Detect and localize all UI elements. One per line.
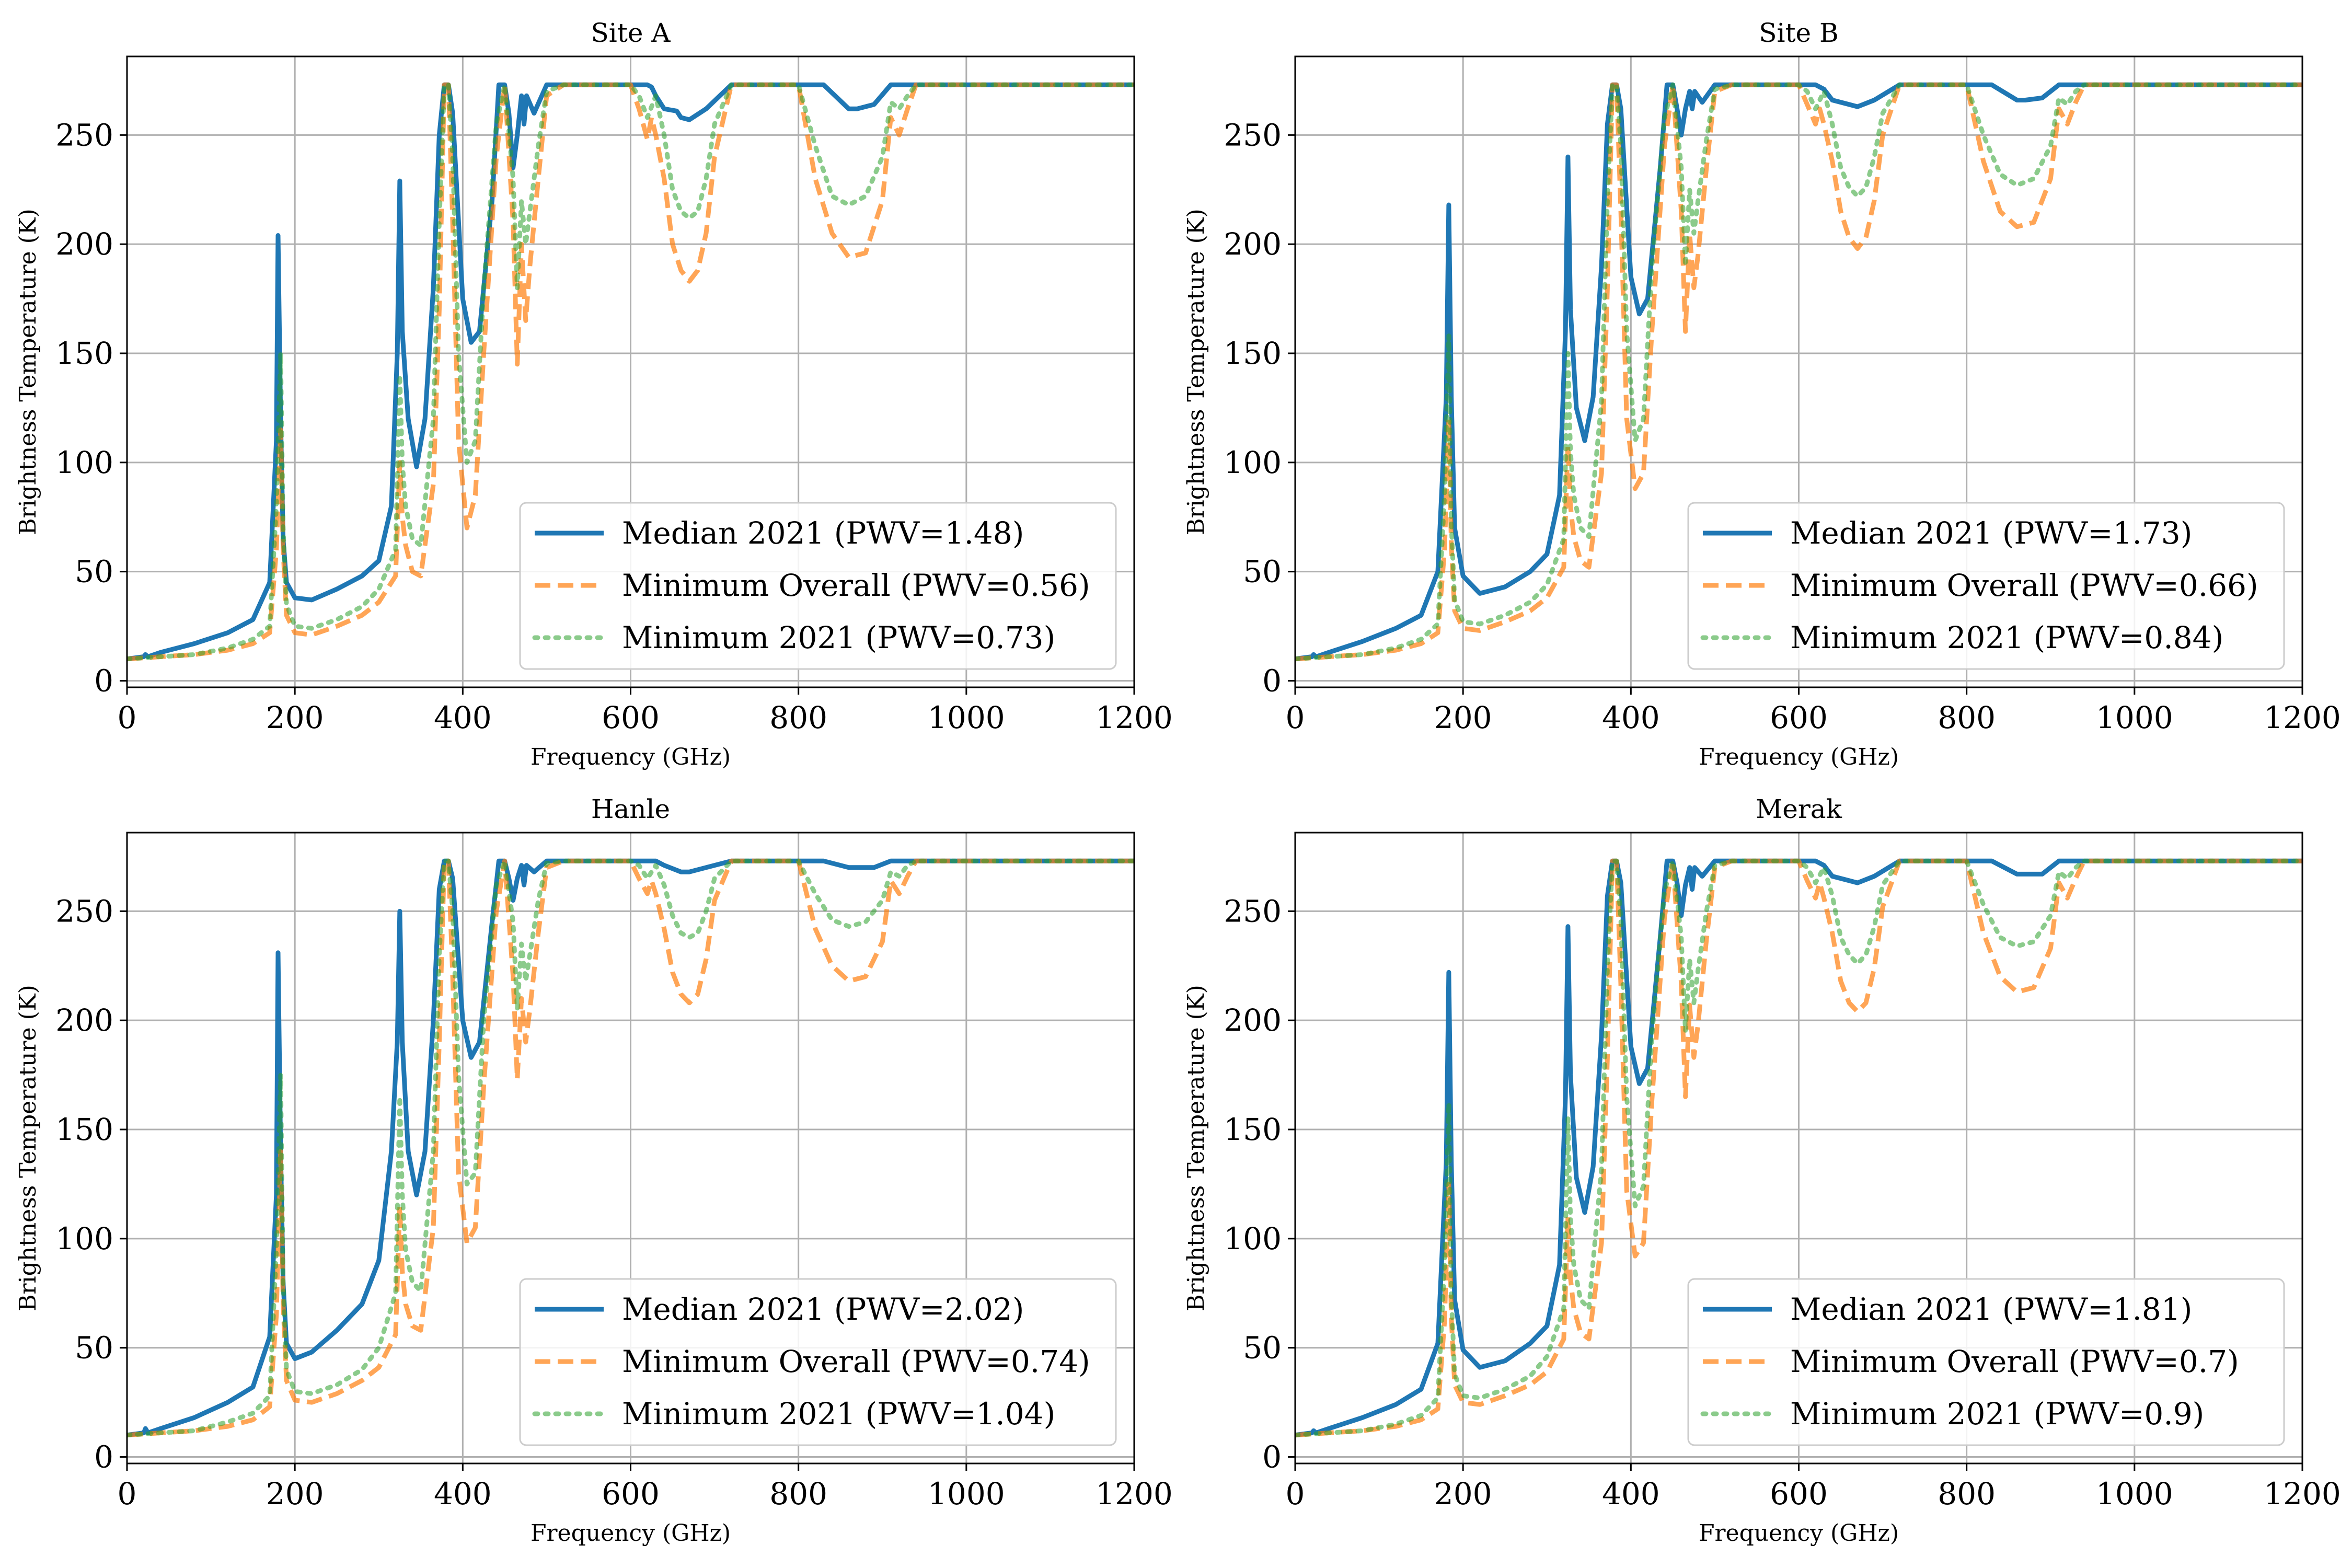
legend: Median 2021 (PWV=2.02) Minimum Overall (P…: [519, 1278, 1117, 1446]
x-tick-label: 600: [602, 1476, 660, 1512]
series-line-dashed: [127, 858, 1134, 1438]
y-axis-label: Brightness Temperature (K): [15, 985, 41, 1311]
legend-entry: Minimum 2021 (PWV=1.04): [622, 1396, 1055, 1432]
y-tick-label: 50: [1243, 554, 1282, 590]
x-tick-label: 0: [1286, 1476, 1305, 1512]
legend-box: [519, 502, 1117, 670]
legend-entry: Median 2021 (PWV=2.02): [622, 1292, 1024, 1327]
y-tick-label: 200: [1224, 1002, 1282, 1038]
x-tick-label: 600: [1770, 700, 1828, 735]
y-tick-label: 200: [55, 226, 113, 262]
y-tick-label: 50: [75, 1330, 113, 1366]
series-line-dotted: [127, 82, 1134, 662]
panel-title: Site A: [591, 18, 671, 48]
y-tick-label: 100: [55, 445, 113, 480]
y-tick-label: 200: [1224, 226, 1282, 262]
chart-panel-3: 0 200 400 600 800 1000 1200 0 50 100 150 200 250 Hanl…: [15, 794, 1173, 1547]
x-tick-label: 0: [1286, 700, 1305, 735]
legend: Median 2021 (PWV=1.81) Minimum Overall (P…: [1687, 1278, 2285, 1446]
x-axis-label: Frequency (GHz): [531, 744, 731, 770]
legend-box: [519, 1278, 1117, 1446]
x-tick-label: 1000: [928, 1476, 1005, 1512]
y-tick-label: 0: [1262, 1439, 1282, 1474]
series-line-dotted: [1295, 858, 2302, 1438]
x-tick-label: 400: [1602, 1476, 1660, 1512]
legend-entry: Median 2021 (PWV=1.73): [1790, 515, 2192, 551]
legend-box: [1687, 502, 2285, 670]
x-tick-label: 800: [1938, 1476, 1996, 1512]
y-tick-label: 0: [1262, 663, 1282, 698]
legend-entry: Minimum 2021 (PWV=0.9): [1790, 1396, 2204, 1432]
legend-entry: Minimum Overall (PWV=0.7): [1790, 1344, 2239, 1379]
legend-entry: Minimum 2021 (PWV=0.84): [1790, 620, 2223, 655]
legend: Median 2021 (PWV=1.73) Minimum Overall (P…: [1687, 502, 2285, 670]
x-tick-label: 200: [1434, 700, 1492, 735]
x-axis-label: Frequency (GHz): [531, 1520, 731, 1547]
y-tick-label: 0: [94, 1439, 113, 1474]
y-tick-label: 150: [1224, 336, 1282, 371]
legend-entry: Minimum Overall (PWV=0.74): [622, 1344, 1090, 1379]
y-axis-label: Brightness Temperature (K): [1183, 209, 1209, 535]
x-tick-label: 200: [266, 700, 324, 735]
y-tick-label: 100: [1224, 445, 1282, 480]
y-tick-label: 250: [55, 117, 113, 153]
x-tick-label: 200: [266, 1476, 324, 1512]
panel-title: Site B: [1759, 18, 1839, 48]
x-tick-label: 600: [602, 700, 660, 735]
y-tick-label: 250: [1224, 117, 1282, 153]
x-tick-label: 400: [434, 1476, 492, 1512]
legend-box: [1687, 1278, 2285, 1446]
x-tick-label: 600: [1770, 1476, 1828, 1512]
chart-panel-4: 0 200 400 600 800 1000 1200 0 50 100 150 200 250 Mera…: [1183, 794, 2341, 1547]
x-tick-label: 1000: [2096, 1476, 2173, 1512]
x-tick-label: 1200: [2264, 700, 2341, 735]
series-line-dashed: [1295, 82, 2302, 662]
series-line-dashed: [1295, 858, 2302, 1438]
x-tick-label: 0: [118, 700, 137, 735]
x-tick-label: 200: [1434, 1476, 1492, 1512]
x-tick-label: 1000: [928, 700, 1005, 735]
y-tick-label: 150: [55, 1112, 113, 1147]
panel-title: Hanle: [591, 794, 670, 824]
y-tick-label: 100: [55, 1221, 113, 1256]
x-tick-label: 800: [1938, 700, 1996, 735]
x-tick-label: 1200: [1096, 700, 1173, 735]
chart-panel-2: 0 200 400 600 800 1000 1200 0 50 100 150 200 250 Site…: [1183, 18, 2341, 770]
chart-panel-1: 0 200 400 600 800 1000 1200 0 50 100 150 200 250 Site…: [15, 18, 1173, 770]
y-axis-label: Brightness Temperature (K): [1183, 985, 1209, 1311]
x-tick-label: 400: [1602, 700, 1660, 735]
x-axis-label: Frequency (GHz): [1699, 744, 1899, 770]
legend-entry: Median 2021 (PWV=1.81): [1790, 1292, 2192, 1327]
x-tick-label: 800: [769, 1476, 827, 1512]
x-tick-label: 400: [434, 700, 492, 735]
y-tick-label: 100: [1224, 1221, 1282, 1256]
x-tick-label: 1200: [2264, 1476, 2341, 1512]
legend-entry: Minimum 2021 (PWV=0.73): [622, 620, 1055, 655]
y-tick-label: 250: [55, 893, 113, 929]
y-tick-label: 50: [75, 554, 113, 590]
y-tick-label: 0: [94, 663, 113, 698]
series-line-dotted: [127, 858, 1134, 1438]
legend: Median 2021 (PWV=1.48) Minimum Overall (P…: [519, 502, 1117, 670]
y-tick-label: 150: [55, 336, 113, 371]
x-tick-label: 0: [118, 1476, 137, 1512]
x-tick-label: 800: [769, 700, 827, 735]
y-tick-label: 150: [1224, 1112, 1282, 1147]
series-line-dotted: [1295, 82, 2302, 662]
y-tick-label: 200: [55, 1002, 113, 1038]
x-tick-label: 1200: [1096, 1476, 1173, 1512]
legend-entry: Minimum Overall (PWV=0.56): [622, 568, 1090, 603]
series-line-dashed: [127, 82, 1134, 662]
legend-entry: Minimum Overall (PWV=0.66): [1790, 568, 2258, 603]
legend-entry: Median 2021 (PWV=1.48): [622, 515, 1024, 551]
x-tick-label: 1000: [2096, 700, 2173, 735]
panel-title: Merak: [1756, 794, 1842, 824]
x-axis-label: Frequency (GHz): [1699, 1520, 1899, 1547]
y-tick-label: 250: [1224, 893, 1282, 929]
y-axis-label: Brightness Temperature (K): [15, 209, 41, 535]
y-tick-label: 50: [1243, 1330, 1282, 1366]
